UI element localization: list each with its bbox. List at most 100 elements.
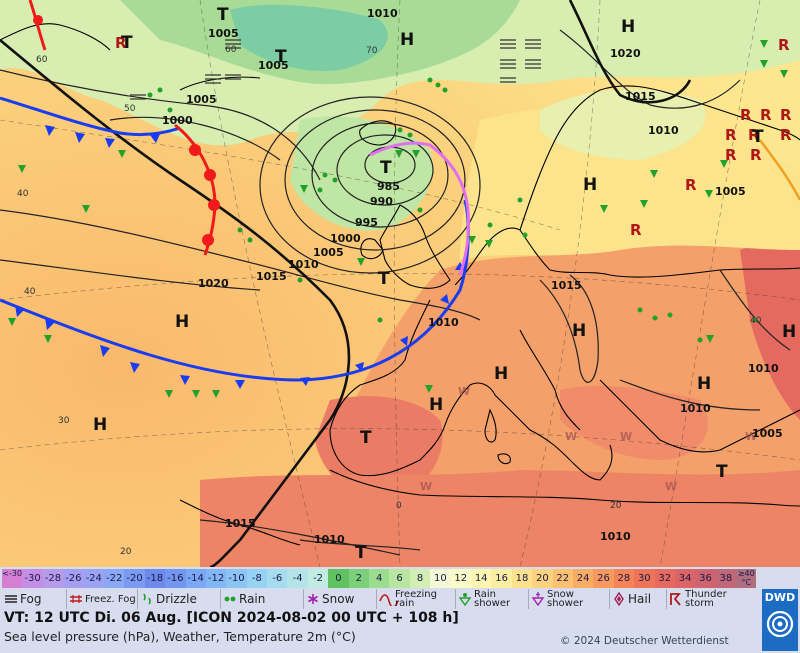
rain-icon <box>223 592 237 606</box>
temperature-scale: <-30 -30 -28 -26 -24 -22 -20 -18 -16 -14 -12 -10 -8-… <box>2 569 757 588</box>
temperature-labels: 60 60 50 40 40 30 20 70 0 20 40 <box>17 45 762 557</box>
scale-cell: 20 <box>532 569 553 588</box>
copyright: © 2024 Deutscher Wetterdienst <box>560 635 729 647</box>
scale-cell: 36 <box>695 569 716 588</box>
high-centre-extra: H <box>400 30 414 50</box>
svg-text:W: W <box>665 480 677 493</box>
cold-front <box>0 96 470 389</box>
scale-cell: 22 <box>552 569 573 588</box>
high-centre: H <box>583 175 597 195</box>
isobar-labels: 1010 1005 1005 1005 1000 985 990 995 100… <box>162 7 783 546</box>
scale-cell: 16 <box>491 569 512 588</box>
isobar-label: 1010 <box>314 533 345 546</box>
isobar-label: 1010 <box>288 258 319 271</box>
svg-text:R: R <box>740 106 752 124</box>
scale-cell: ≥40 °C <box>736 569 757 588</box>
isobar-label-extra: 1010 <box>600 530 631 543</box>
svg-text:W: W <box>565 430 577 443</box>
scale-cell: 24 <box>572 569 594 588</box>
scale-cell: -6 <box>267 569 288 588</box>
fog-symbols <box>130 39 541 100</box>
scale-cell: <-30 <box>2 569 23 588</box>
low-centre: T <box>355 543 367 563</box>
isobar-label: 1005 <box>258 59 289 72</box>
isobar-label: 1020 <box>610 47 641 60</box>
scale-cell: -14 <box>185 569 206 588</box>
isobar-label: 1005 <box>186 93 217 106</box>
temp-label: 70 <box>366 46 378 56</box>
scale-cell: 34 <box>674 569 696 588</box>
isobar-label: 995 <box>355 216 378 229</box>
snow-shower-icon <box>531 592 545 607</box>
isobar-label: 1005 <box>313 246 344 259</box>
temp-label: 40 <box>17 189 29 199</box>
scale-cell: -22 <box>103 569 125 588</box>
rain-shower-icon <box>458 592 472 607</box>
low-centre-extra: T <box>752 127 764 147</box>
isobar-label: 1010 <box>680 402 711 415</box>
svg-text:R: R <box>748 126 760 144</box>
legend-drizzle: Drizzle <box>137 589 220 609</box>
high-centre: H <box>175 312 189 332</box>
svg-text:R: R <box>725 126 737 144</box>
temp-label: 60 <box>225 45 237 55</box>
svg-text:R: R <box>725 146 737 164</box>
legend-snow-shower: Snow shower <box>528 589 609 609</box>
scale-cell: 2 <box>348 569 370 588</box>
isobar-label-extra: 1005 <box>752 427 783 440</box>
low-centre: T <box>380 158 392 178</box>
fog-icon <box>4 592 18 606</box>
freezing-fog-icon <box>69 592 83 606</box>
svg-text:R: R <box>780 126 792 144</box>
svg-text:R: R <box>778 36 790 54</box>
legend-rain-shower: Rain shower <box>455 589 528 609</box>
temp-label: 20 <box>120 547 132 557</box>
isobar-label: 1005 <box>208 27 239 40</box>
scale-cell: 12 <box>450 569 471 588</box>
scale-cell: 14 <box>470 569 492 588</box>
svg-text:R: R <box>780 106 792 124</box>
svg-text:R: R <box>685 176 697 194</box>
temp-label: 0 <box>396 501 402 511</box>
map-canvas: RRR RRR R RR RR R WW W WWW 1010 1005 1005 10… <box>0 0 800 567</box>
low-centre: T <box>360 428 372 448</box>
snow-icon <box>306 592 320 606</box>
isobar-label: 1015 <box>256 270 287 283</box>
dwd-logo-text: DWD <box>764 591 796 604</box>
isobar-label: 1020 <box>198 277 229 290</box>
scale-cell: -10 <box>226 569 247 588</box>
scale-cell: 30 <box>634 569 655 588</box>
hail-icon <box>612 591 626 607</box>
temp-label: 50 <box>124 104 136 114</box>
scale-cell: -20 <box>124 569 145 588</box>
scale-cell: -28 <box>42 569 64 588</box>
high-centre: H <box>494 364 508 384</box>
weather-symbols <box>8 40 788 398</box>
temp-label: 30 <box>58 416 70 426</box>
dwd-logo: DWD <box>762 589 798 651</box>
scale-cell: 4 <box>369 569 390 588</box>
isobar-label: 1010 <box>748 362 779 375</box>
scale-cell: -24 <box>83 569 104 588</box>
scale-cell: 26 <box>593 569 614 588</box>
high-centre: H <box>782 322 796 342</box>
temp-label: 20 <box>610 501 622 511</box>
svg-text:R: R <box>750 146 762 164</box>
isobar-label: 1015 <box>225 517 256 530</box>
high-centre: H <box>429 395 443 415</box>
isobar-label: 1010 <box>367 7 398 20</box>
legend-panel: <-30 -30 -28 -26 -24 -22 -20 -18 -16 -14 -12 -10 -8-… <box>0 567 800 653</box>
high-centre: H <box>572 321 586 341</box>
scale-cell: -4 <box>287 569 308 588</box>
svg-text:W: W <box>620 430 632 443</box>
scale-cell: -26 <box>63 569 84 588</box>
drizzle-icon <box>140 592 154 606</box>
isobar-label: 985 <box>377 180 400 193</box>
isobar-label: 1010 <box>648 124 679 137</box>
svg-text:R: R <box>760 106 772 124</box>
scale-cell: 10 <box>430 569 451 588</box>
scale-cell: 32 <box>654 569 675 588</box>
legend-rain: Rain <box>220 589 303 609</box>
scale-cell: 0 <box>328 569 349 588</box>
